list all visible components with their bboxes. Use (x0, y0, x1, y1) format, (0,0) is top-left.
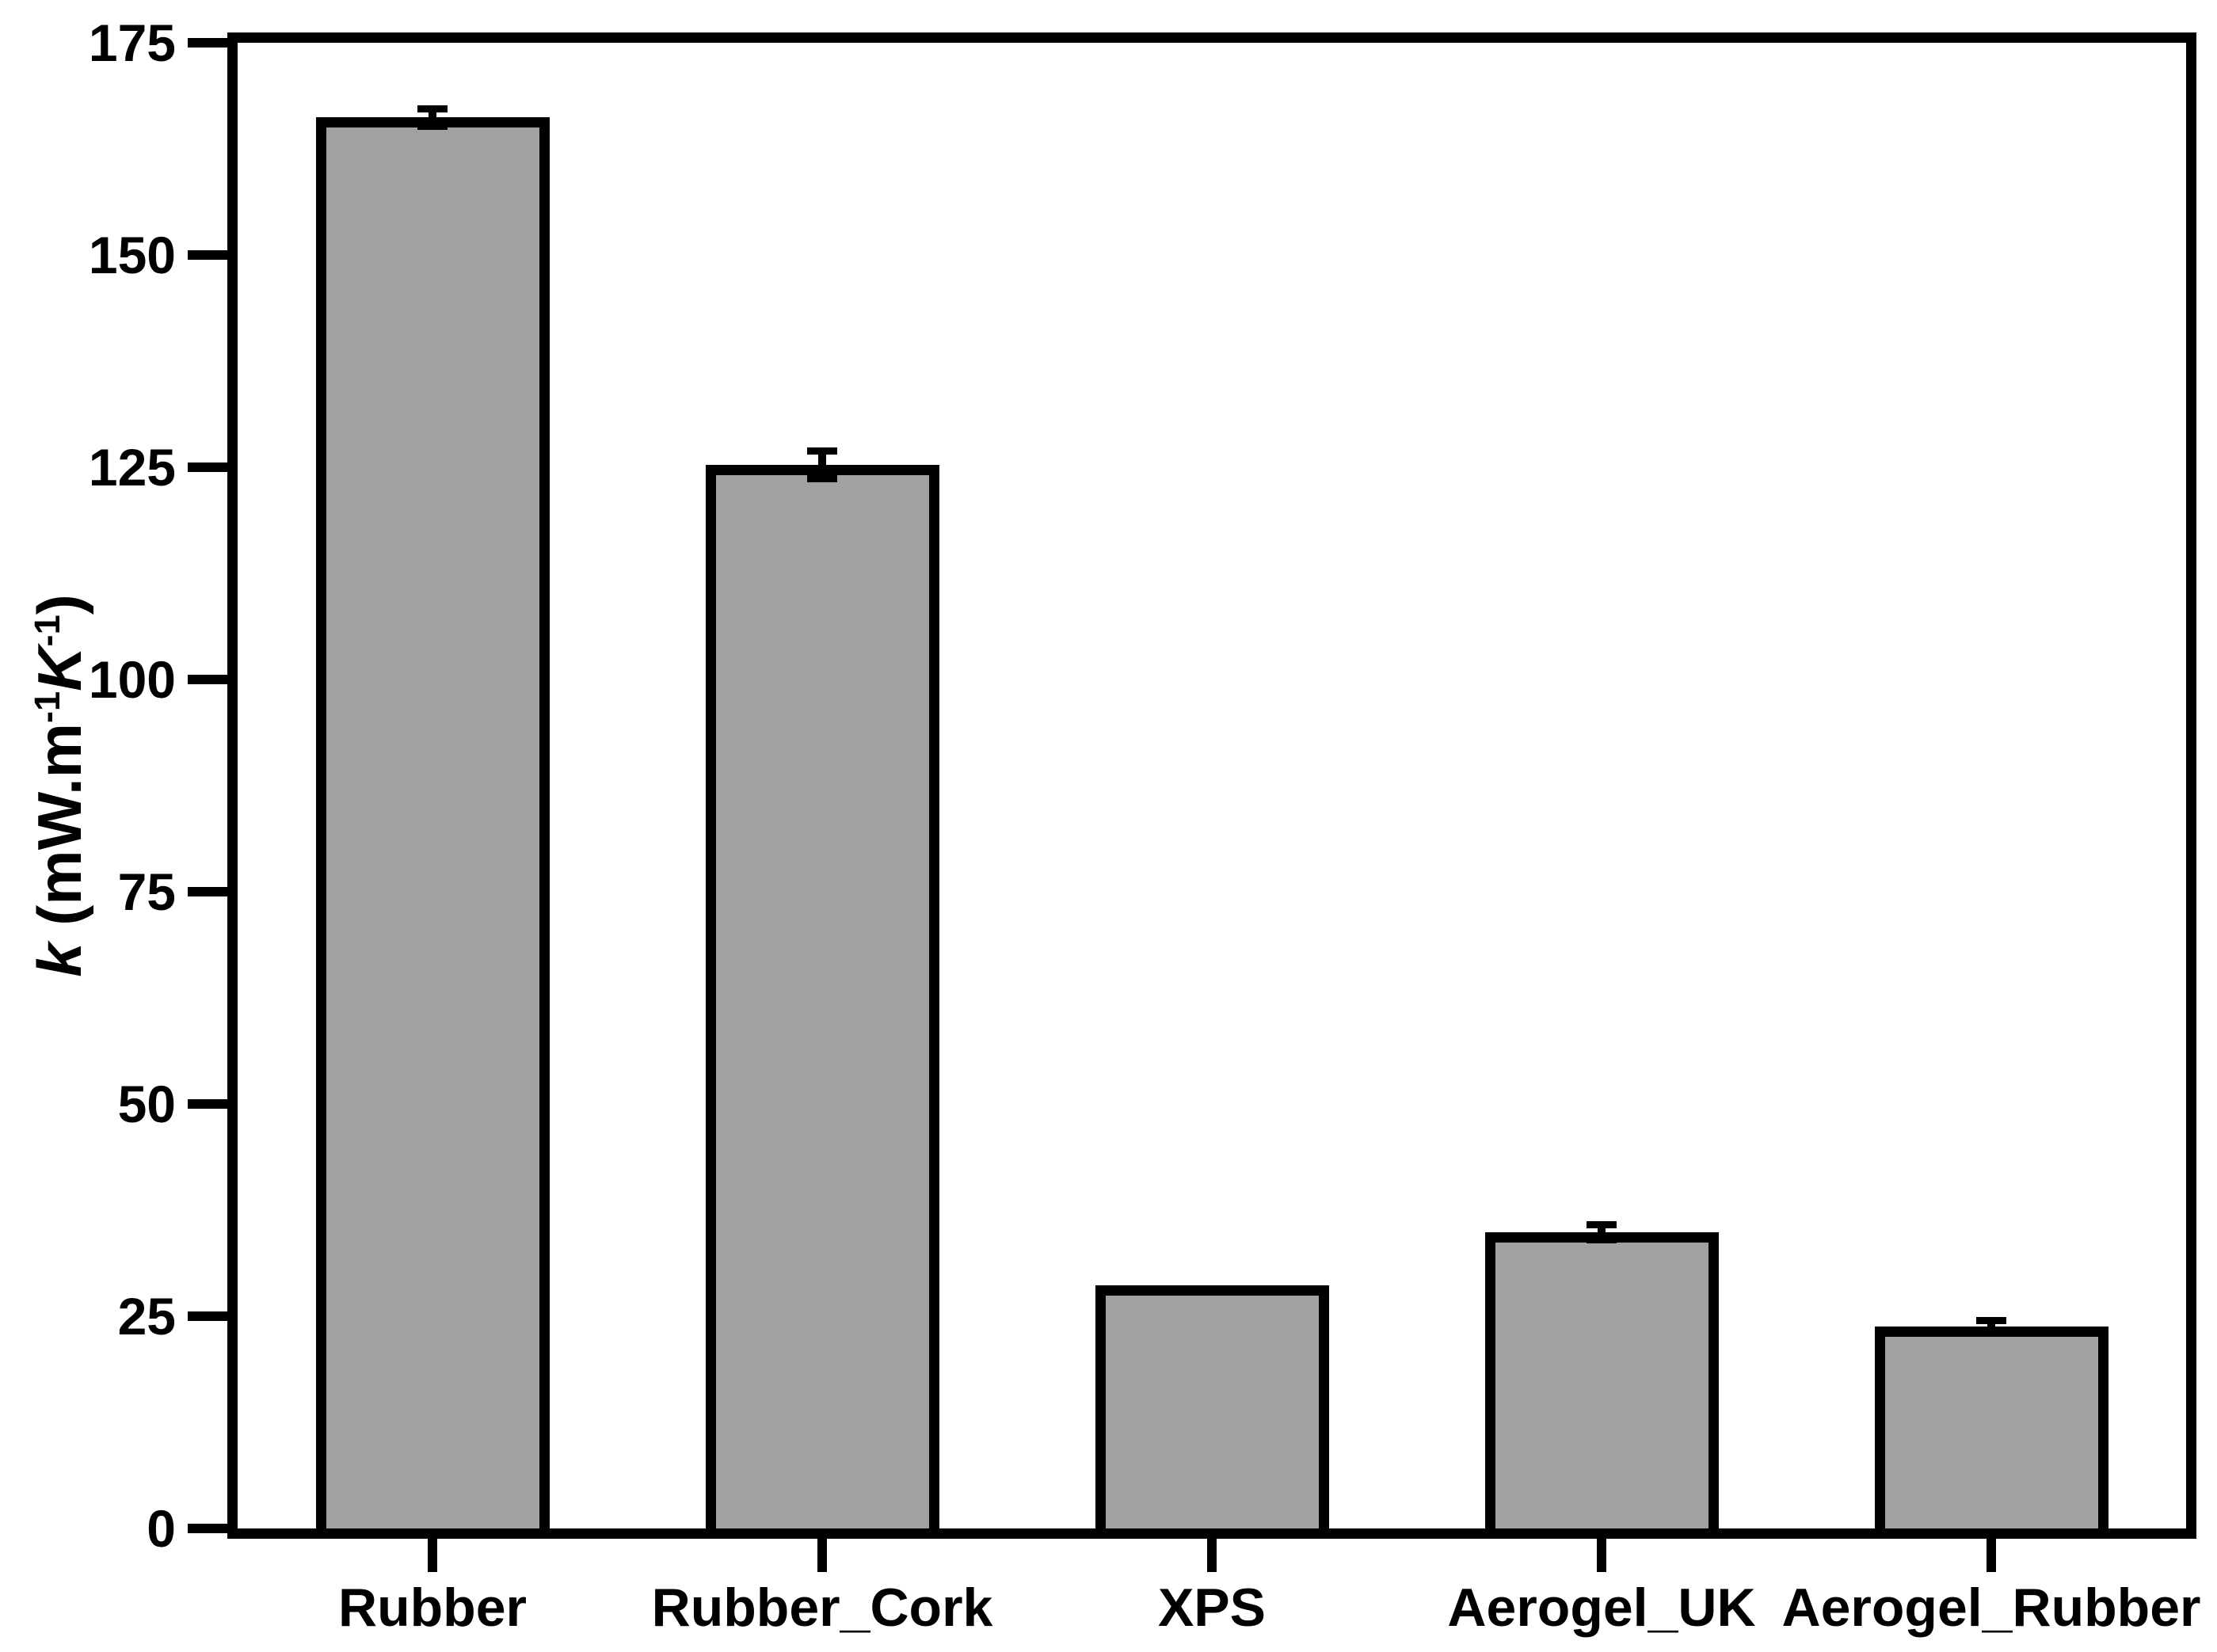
error-bar-cap-bottom (417, 123, 448, 131)
error-bar-cap-bottom (1976, 1328, 2006, 1336)
error-bar-cap-top (417, 105, 448, 112)
error-bar-cap-top (1587, 1221, 1617, 1229)
y-tick-line (188, 462, 227, 472)
y-tick-line (188, 250, 227, 260)
y-tick-label: 25 (117, 1287, 176, 1346)
y-tick-label: 125 (88, 438, 176, 497)
x-axis-label-aerogel_rubber: Aerogel_Rubber (1781, 1578, 2201, 1638)
bar-rubber (315, 117, 550, 1528)
error-bar-cap-bottom (1587, 1235, 1617, 1243)
y-tick-label: 100 (88, 650, 176, 709)
x-axis-label-aerogel_uk: Aerogel_UK (1447, 1578, 1756, 1638)
y-tick-line (188, 1524, 227, 1533)
y-tick-line (188, 675, 227, 684)
x-tick-line (428, 1539, 437, 1572)
x-tick-line (1597, 1539, 1606, 1572)
error-bar-line (1987, 1320, 1995, 1333)
x-axis-label-rubber: Rubber (338, 1578, 527, 1638)
x-axis-label-xps: XPS (1157, 1578, 1267, 1638)
error-bar-line (818, 450, 826, 479)
error-bar-cap-top (1976, 1317, 2006, 1325)
error-bar-cap-bottom (807, 475, 837, 482)
bar-aerogel_rubber (1874, 1326, 2108, 1528)
y-tick-label: 50 (117, 1075, 176, 1133)
y-tick-line (188, 38, 227, 48)
y-tick-line (188, 887, 227, 896)
bar-aerogel_uk (1484, 1231, 1719, 1528)
x-axis-label-rubber_cork: Rubber_Cork (651, 1578, 993, 1638)
x-tick-line (1207, 1539, 1217, 1572)
y-tick-line (188, 1311, 227, 1321)
y-tick-label: 150 (88, 226, 176, 284)
error-bar-line (1598, 1224, 1606, 1240)
error-bar-line (429, 108, 436, 128)
bar-rubber_cork (705, 464, 939, 1528)
x-tick-line (1987, 1539, 1996, 1572)
y-tick-label: 0 (147, 1499, 176, 1558)
y-tick-label: 75 (117, 862, 176, 921)
error-bar-cap-top (807, 447, 837, 455)
y-tick-line (188, 1099, 227, 1109)
bar-xps (1095, 1285, 1329, 1528)
x-tick-line (817, 1539, 827, 1572)
y-tick-label: 175 (88, 13, 176, 72)
